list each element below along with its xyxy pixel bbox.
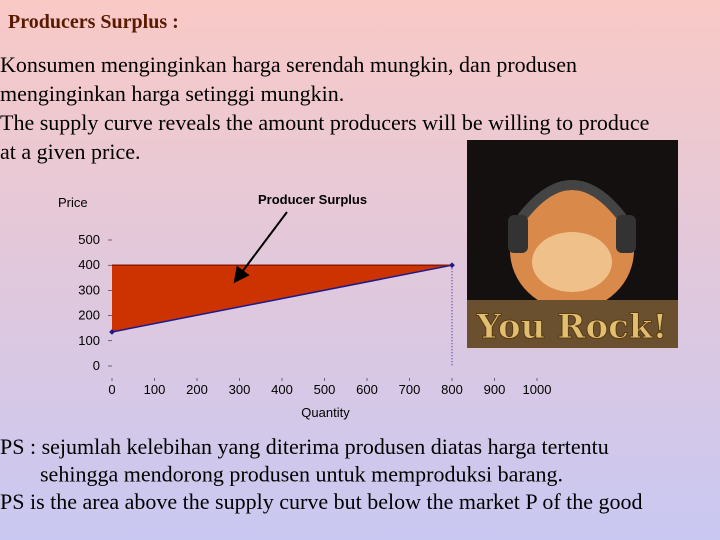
image-caption: You Rock! — [476, 307, 668, 347]
photo: You Rock! — [467, 140, 678, 348]
x-tick-label: 600 — [356, 382, 378, 397]
y-tick-label: 500 — [78, 232, 100, 247]
paragraph-line: at a given price. — [0, 139, 141, 164]
x-tick-label: 300 — [229, 382, 251, 397]
x-axis-label: Quantity — [301, 405, 350, 420]
x-tick-label: 800 — [441, 382, 463, 397]
y-tick-label: 300 — [78, 282, 100, 297]
paragraph-line: Konsumen menginginkan harga serendah mun… — [0, 52, 577, 77]
point — [109, 329, 115, 335]
x-tick-label: 900 — [484, 382, 506, 397]
footer-line: PS : sejumlah kelebihan yang diterima pr… — [0, 434, 609, 459]
x-tick-label: 700 — [399, 382, 421, 397]
x-tick-label: 1000 — [523, 382, 552, 397]
footer-line: PS is the area above the supply curve bu… — [0, 489, 643, 514]
x-tick-label: 100 — [144, 382, 166, 397]
y-tick-label: 0 — [93, 358, 100, 373]
slide-title: Producers Surplus : — [8, 11, 179, 33]
y-tick-label: 400 — [78, 257, 100, 272]
x-tick-label: 0 — [108, 382, 115, 397]
paragraph-line: menginginkan harga setinggi mungkin. — [0, 81, 344, 106]
annotation-arrow — [233, 211, 288, 284]
annotation: Producer Surplus — [258, 192, 367, 207]
y-tick-label: 100 — [78, 333, 100, 348]
x-tick-label: 400 — [271, 382, 293, 397]
x-tick-label: 200 — [186, 382, 208, 397]
x-tick-label: 500 — [314, 382, 336, 397]
y-tick-label: 200 — [78, 308, 100, 323]
y-axis-label: Price — [58, 195, 88, 210]
paragraph-line: The supply curve reveals the amount prod… — [0, 110, 649, 135]
footer-line: sehingga mendorong produsen untuk mempro… — [40, 462, 563, 487]
series-line — [111, 264, 453, 333]
